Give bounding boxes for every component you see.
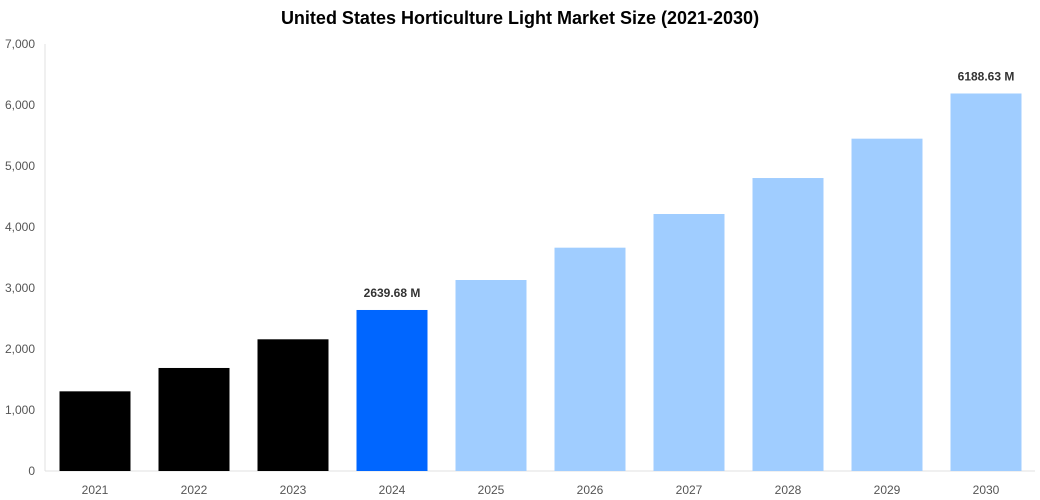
x-tick-label: 2027 (676, 483, 703, 497)
bar-2021 (59, 391, 131, 471)
y-tick-label: 3,000 (5, 281, 35, 295)
x-tick-label: 2026 (577, 483, 604, 497)
x-tick-label: 2028 (775, 483, 802, 497)
data-label: 6188.63 M (958, 69, 1015, 83)
x-tick-label: 2023 (280, 483, 307, 497)
bar-2030 (950, 93, 1022, 472)
y-tick-label: 7,000 (5, 37, 35, 51)
y-tick-label: 0 (28, 464, 35, 478)
y-tick-label: 5,000 (5, 159, 35, 173)
bar-2025 (455, 280, 527, 471)
y-tick-label: 2,000 (5, 342, 35, 356)
x-tick-label: 2029 (874, 483, 901, 497)
chart-title: United States Horticulture Light Market … (280, 8, 760, 28)
y-tick-label: 4,000 (5, 220, 35, 234)
y-tick-label: 1,000 (5, 403, 35, 417)
x-tick-label: 2030 (973, 483, 1000, 497)
data-label: 2639.68 M (364, 286, 421, 300)
x-tick-label: 2021 (82, 483, 109, 497)
bar-2023 (257, 339, 329, 471)
bar-2028 (752, 178, 824, 471)
bar-2026 (554, 247, 626, 471)
bar-2022 (158, 367, 230, 471)
bar-2024 (356, 309, 428, 471)
bar-2029 (851, 138, 923, 471)
x-tick-label: 2022 (181, 483, 208, 497)
x-tick-label: 2025 (478, 483, 505, 497)
bar-2027 (653, 214, 725, 471)
x-tick-label: 2024 (379, 483, 406, 497)
y-tick-label: 6,000 (5, 98, 35, 112)
